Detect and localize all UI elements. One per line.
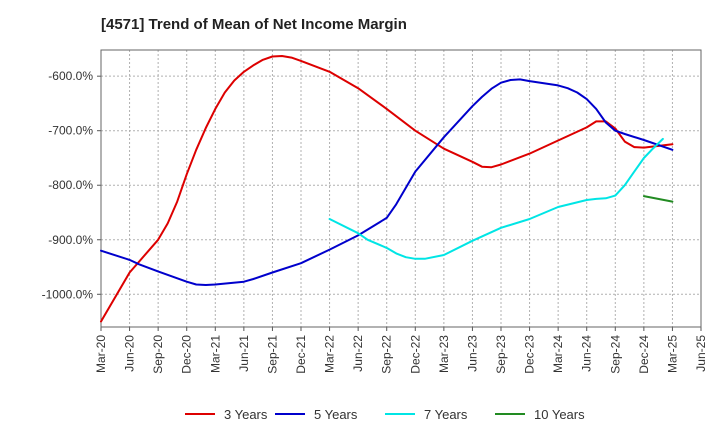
x-tick-label: Sep-24	[608, 335, 622, 374]
grid-layer	[100, 50, 702, 327]
x-tick-label: Jun-24	[580, 335, 594, 372]
series-layer	[100, 55, 674, 323]
x-tick-label: Sep-20	[151, 335, 165, 374]
x-tick-label: Mar-22	[323, 335, 337, 373]
legend-label: 10 Years	[534, 407, 585, 422]
x-tick-labels: Mar-20 Jun-20 Sep-20 Dec-20 Mar-21 Jun-21 Sep-…	[94, 335, 708, 374]
x-tick-label: Mar-25	[665, 335, 679, 373]
x-tick-label: Jun-25	[694, 335, 708, 372]
y-tick-label: -1000.0%	[42, 287, 94, 301]
x-tick-label: Jun-22	[351, 335, 365, 372]
y-tick-label: -900.0%	[48, 233, 93, 247]
x-tick-label: Sep-21	[265, 335, 279, 374]
chart-title: [4571] Trend of Mean of Net Income Margi…	[101, 16, 407, 33]
legend: 3 Years 5 Years 7 Years 10 Years	[185, 407, 585, 422]
x-tick-label: Dec-21	[294, 335, 308, 374]
x-tick-label: Sep-23	[494, 335, 508, 374]
x-tick-label: Mar-24	[551, 335, 565, 373]
x-tick-label: Dec-23	[523, 335, 537, 374]
y-tick-label: -800.0%	[48, 178, 93, 192]
x-tick-label: Sep-22	[380, 335, 394, 374]
x-tick-label: Jun-23	[465, 335, 479, 372]
x-tick-label: Dec-24	[637, 335, 651, 374]
legend-label: 5 Years	[314, 407, 358, 422]
x-tick-label: Mar-23	[437, 335, 451, 373]
y-tick-labels: -600.0% -700.0% -800.0% -900.0% -1000.0%	[42, 69, 94, 301]
series-line-5-years	[100, 78, 674, 286]
series-line-7-years	[328, 137, 664, 260]
legend-label: 3 Years	[224, 407, 268, 422]
y-tick-label: -600.0%	[48, 69, 93, 83]
legend-label: 7 Years	[424, 407, 468, 422]
x-tick-label: Mar-21	[208, 335, 222, 373]
x-tick-label: Jun-20	[123, 335, 137, 372]
plot-frame	[100, 49, 702, 328]
x-tick-label: Jun-21	[237, 335, 251, 372]
y-tick-label: -700.0%	[48, 124, 93, 138]
axis-layer	[97, 49, 702, 331]
x-tick-label: Mar-20	[94, 335, 108, 373]
series-line-3-years	[100, 55, 674, 323]
x-tick-label: Dec-22	[408, 335, 422, 374]
series-line-10-years	[642, 195, 674, 203]
x-tick-label: Dec-20	[180, 335, 194, 374]
